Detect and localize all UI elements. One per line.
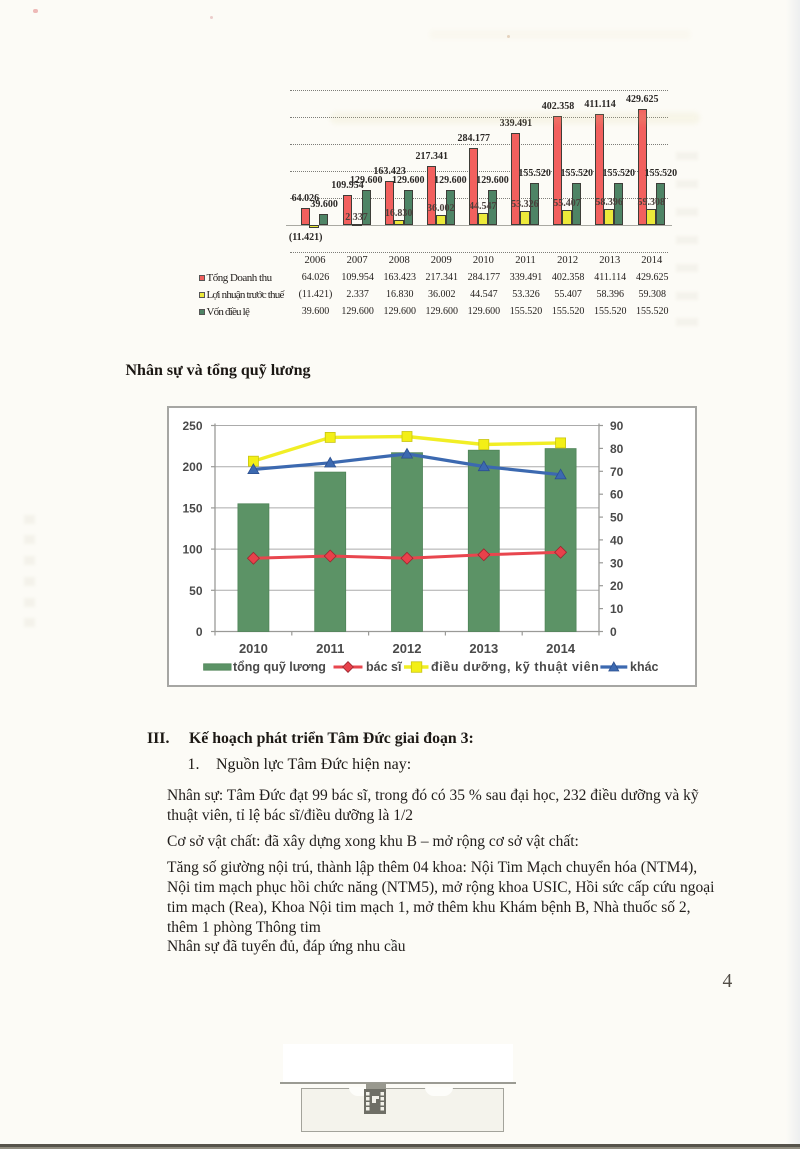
svg-text:60: 60 xyxy=(610,488,624,502)
svg-text:30: 30 xyxy=(610,556,624,570)
svg-text:0: 0 xyxy=(196,625,203,639)
svg-text:20: 20 xyxy=(610,579,624,593)
svg-text:90: 90 xyxy=(610,419,624,433)
svg-text:40: 40 xyxy=(610,533,624,547)
svg-text:2012: 2012 xyxy=(393,641,422,656)
svg-text:70: 70 xyxy=(610,465,624,479)
svg-text:2014: 2014 xyxy=(546,641,576,656)
svg-text:250: 250 xyxy=(182,419,202,433)
svg-text:tổng quỹ lương: tổng quỹ lương xyxy=(233,660,326,674)
svg-text:2013: 2013 xyxy=(469,641,498,656)
svg-text:2010: 2010 xyxy=(239,641,268,656)
svg-text:2011: 2011 xyxy=(316,641,344,656)
svg-text:150: 150 xyxy=(182,501,202,515)
svg-text:80: 80 xyxy=(610,442,624,456)
svg-text:200: 200 xyxy=(182,460,202,474)
svg-text:0: 0 xyxy=(610,625,617,639)
svg-text:10: 10 xyxy=(610,602,624,616)
svg-text:điều dưỡng, kỹ thuật viên: điều dưỡng, kỹ thuật viên xyxy=(431,660,599,674)
svg-text:100: 100 xyxy=(182,543,202,557)
svg-text:bác sĩ: bác sĩ xyxy=(366,660,403,674)
svg-text:50: 50 xyxy=(189,584,203,598)
svg-text:50: 50 xyxy=(610,511,624,525)
svg-text:khác: khác xyxy=(630,660,659,674)
